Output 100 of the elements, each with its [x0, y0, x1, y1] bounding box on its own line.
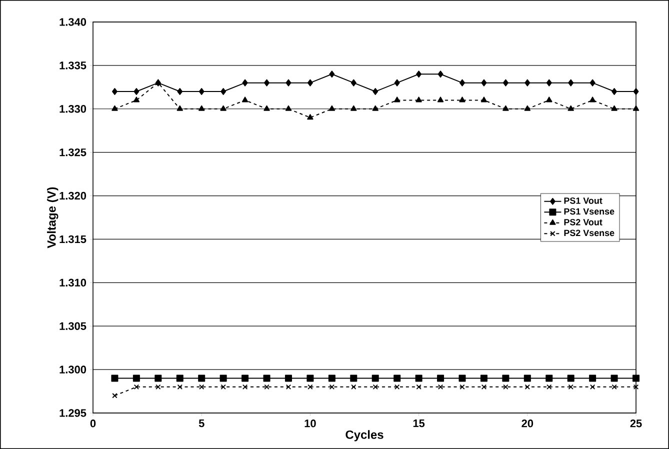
point — [394, 79, 400, 86]
point — [307, 114, 314, 120]
x-tick-label: 10 — [304, 420, 316, 428]
point — [176, 374, 184, 382]
point — [459, 79, 465, 86]
point — [156, 384, 161, 390]
point — [350, 374, 358, 382]
x-tick-label: 20 — [522, 420, 534, 428]
point — [481, 79, 487, 86]
point — [284, 374, 292, 382]
x-tick-label: 25 — [630, 420, 642, 428]
point — [437, 374, 444, 382]
y-tick-label: 1.295 — [60, 409, 86, 417]
point — [134, 88, 140, 96]
point — [220, 374, 227, 382]
point — [112, 393, 118, 398]
legend-label: PS2 Vout — [564, 218, 602, 226]
point — [328, 105, 336, 111]
point — [177, 384, 183, 390]
y-axis-title: Voltage (V) — [47, 187, 58, 248]
point — [589, 374, 596, 382]
y-tick-label: 1.310 — [60, 278, 86, 287]
point — [590, 384, 596, 390]
x-tick-label: 5 — [198, 420, 204, 428]
point — [220, 384, 226, 390]
point — [567, 374, 574, 382]
y-tick-label: 1.320 — [60, 192, 86, 200]
point — [198, 384, 204, 390]
point — [372, 384, 378, 390]
point — [242, 374, 249, 382]
point — [612, 384, 617, 390]
point — [350, 79, 356, 86]
point — [264, 384, 270, 390]
point — [263, 374, 270, 382]
point — [612, 88, 618, 96]
point — [481, 384, 487, 390]
point — [502, 105, 509, 111]
point — [589, 96, 596, 102]
point — [350, 105, 357, 111]
legend-label: PS1 Vout — [564, 198, 602, 204]
legend-label: PS1 Vsense — [564, 208, 614, 215]
point — [459, 96, 466, 102]
x-tick-label: 15 — [413, 420, 425, 428]
point — [286, 384, 292, 390]
point — [111, 374, 118, 382]
point — [546, 384, 552, 390]
point — [176, 105, 183, 111]
point — [480, 96, 488, 102]
point — [112, 105, 118, 111]
point — [633, 384, 639, 390]
point — [415, 374, 422, 382]
y-tick-label: 1.330 — [60, 105, 86, 113]
point — [177, 88, 183, 96]
legend-label: PS2 Vsense — [564, 230, 614, 236]
point — [460, 384, 465, 390]
point — [134, 384, 140, 390]
y-tick-label: 1.305 — [60, 322, 86, 330]
point — [546, 374, 553, 382]
point — [611, 105, 618, 111]
point — [372, 105, 378, 111]
point — [198, 88, 204, 96]
point — [568, 384, 574, 390]
point — [329, 384, 335, 390]
point — [480, 374, 488, 382]
point — [372, 374, 379, 382]
point — [242, 79, 248, 86]
point — [112, 88, 118, 96]
point — [132, 374, 140, 382]
point — [307, 79, 313, 86]
point — [633, 88, 639, 96]
point — [394, 96, 400, 102]
point — [546, 96, 552, 102]
point — [590, 79, 596, 86]
point — [328, 374, 336, 382]
point — [503, 384, 508, 390]
point — [264, 105, 270, 111]
y-tick-label: 1.315 — [60, 235, 86, 244]
y-tick-label: 1.335 — [60, 62, 86, 70]
point — [502, 374, 510, 382]
point — [394, 374, 401, 382]
point — [394, 384, 400, 390]
point — [372, 88, 378, 96]
point — [502, 79, 508, 86]
y-tick-label: 1.340 — [60, 18, 86, 26]
x-tick-label: 0 — [90, 420, 96, 428]
y-tick-label: 1.325 — [60, 148, 86, 156]
point — [198, 374, 206, 382]
point — [524, 105, 531, 111]
point — [329, 70, 335, 78]
point — [632, 374, 640, 382]
y-tick-label: 1.300 — [60, 366, 86, 374]
point — [568, 79, 574, 86]
point — [437, 96, 444, 102]
point — [546, 79, 552, 86]
point — [416, 70, 422, 78]
point — [198, 105, 205, 111]
point — [524, 384, 530, 390]
point — [220, 105, 226, 111]
point — [242, 96, 248, 102]
point — [286, 79, 292, 86]
